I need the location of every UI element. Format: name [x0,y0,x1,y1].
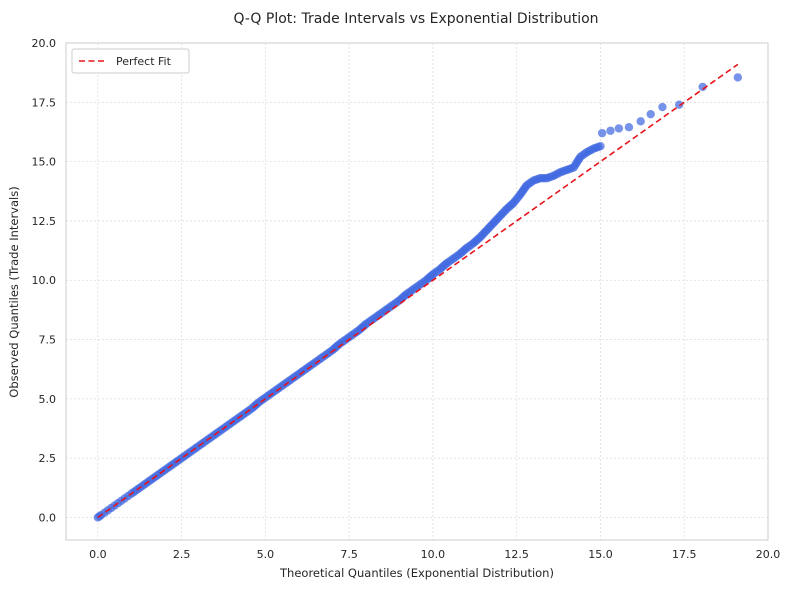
y-tick-labels: 0.0 2.5 5.0 7.5 10.0 12.5 15.0 17.5 20.0 [32,37,57,524]
data-point [733,73,743,82]
data-point [675,100,684,109]
data-point [636,117,645,126]
chart-title: Q-Q Plot: Trade Intervals vs Exponential… [233,11,598,27]
x-tick-label: 7.5 [340,548,358,561]
y-tick-label: 20.0 [32,37,57,50]
data-point [646,109,655,119]
y-tick-label: 0.0 [39,511,57,524]
x-tick-label: 5.0 [257,548,275,561]
x-tick-labels: 0.0 2.5 5.0 7.5 10.0 12.5 15.0 17.5 20.0 [89,548,780,561]
data-points [93,73,743,522]
x-tick-label: 0.0 [89,548,107,561]
y-tick-label: 2.5 [39,452,57,465]
data-point [596,141,605,151]
data-point [624,123,634,132]
plot-area-frame [65,42,769,541]
x-tick-label: 20.0 [756,548,781,561]
x-tick-label: 2.5 [173,548,191,561]
x-tick-label: 15.0 [588,548,613,561]
y-tick-label: 7.5 [39,334,57,347]
y-tick-label: 12.5 [32,215,57,228]
data-point [597,128,607,138]
data-point [606,126,615,135]
y-tick-label: 15.0 [32,156,57,169]
x-tick-label: 10.0 [421,548,446,561]
legend: Perfect Fit [71,48,190,74]
x-tick-label: 12.5 [504,548,529,561]
y-tick-label: 5.0 [39,393,57,406]
x-tick-label: 17.5 [672,548,697,561]
y-axis-label: Observed Quantiles (Trade Intervals) [7,186,21,397]
data-point [698,82,707,92]
legend-label: Perfect Fit [116,55,172,68]
y-tick-label: 10.0 [32,274,57,287]
perfect-fit-line [97,63,739,519]
data-point [658,102,667,112]
legend-box [71,48,190,74]
y-tick-label: 17.5 [32,96,57,109]
data-point [614,124,624,133]
x-axis-label: Theoretical Quantiles (Exponential Distr… [279,566,554,580]
